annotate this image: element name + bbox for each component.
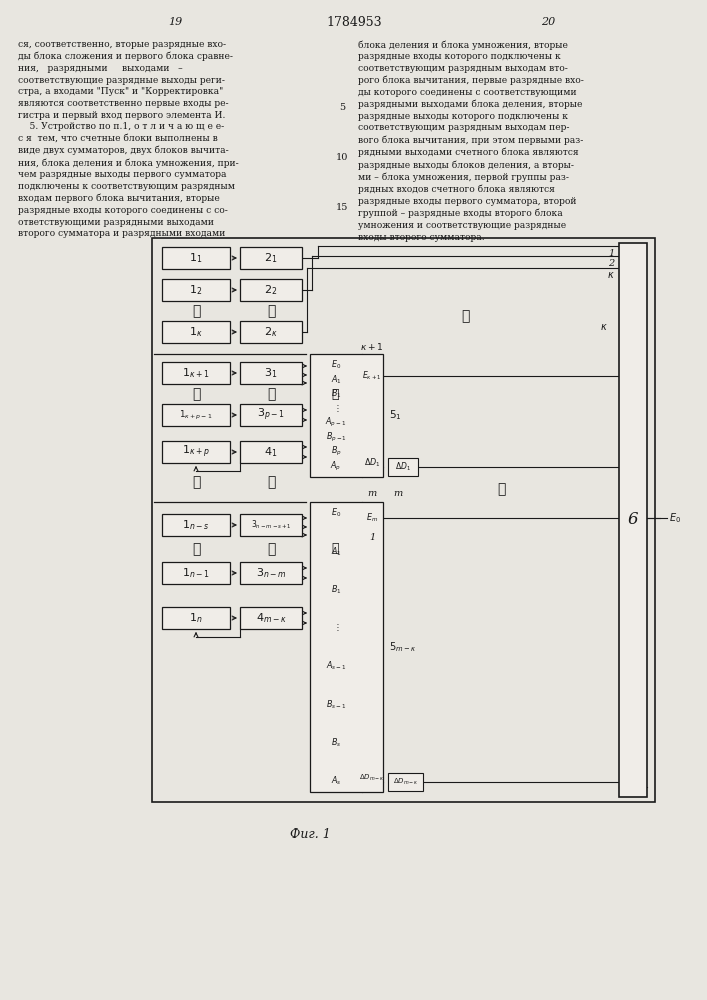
Text: 15: 15 bbox=[336, 204, 348, 213]
Text: $B_1$: $B_1$ bbox=[331, 388, 341, 400]
Text: $A_1$: $A_1$ bbox=[330, 373, 341, 386]
Text: $3_{n-m-s+1}$: $3_{n-m-s+1}$ bbox=[250, 519, 291, 531]
Text: 20: 20 bbox=[541, 17, 555, 27]
Text: $B_1$: $B_1$ bbox=[331, 583, 341, 596]
Text: ⋮: ⋮ bbox=[267, 387, 275, 401]
Text: $A_1$: $A_1$ bbox=[330, 545, 341, 558]
Text: $1_1$: $1_1$ bbox=[189, 251, 203, 265]
Text: $E_m$: $E_m$ bbox=[366, 512, 378, 524]
Text: $1_\kappa$: $1_\kappa$ bbox=[189, 325, 203, 339]
Text: $E_{\kappa+1}$: $E_{\kappa+1}$ bbox=[362, 370, 382, 382]
Text: Фиг. 1: Фиг. 1 bbox=[290, 828, 330, 842]
Bar bbox=[619, 243, 647, 797]
Text: m: m bbox=[393, 489, 402, 498]
Text: $1_2$: $1_2$ bbox=[189, 283, 203, 297]
Text: ⋮: ⋮ bbox=[192, 542, 200, 556]
Text: $2_\kappa$: $2_\kappa$ bbox=[264, 325, 278, 339]
Bar bbox=[240, 247, 302, 269]
Text: ⋮: ⋮ bbox=[267, 475, 275, 489]
Text: $A_s$: $A_s$ bbox=[331, 775, 341, 787]
Text: $1_{\kappa+p}$: $1_{\kappa+p}$ bbox=[182, 444, 210, 460]
Text: ⋮: ⋮ bbox=[192, 387, 200, 401]
Text: $B_s$: $B_s$ bbox=[331, 736, 341, 749]
Text: $5_{m-\kappa}$: $5_{m-\kappa}$ bbox=[389, 640, 416, 654]
Bar bbox=[240, 279, 302, 301]
Text: $E_0$: $E_0$ bbox=[669, 511, 681, 525]
Text: $A_p$: $A_p$ bbox=[330, 459, 341, 473]
Text: $\Delta D_{m-\kappa}$: $\Delta D_{m-\kappa}$ bbox=[392, 777, 419, 787]
Text: ⋮: ⋮ bbox=[192, 475, 200, 489]
Bar bbox=[388, 458, 418, 476]
Bar bbox=[162, 441, 230, 463]
Bar bbox=[388, 773, 423, 791]
Text: $E_0$: $E_0$ bbox=[331, 507, 341, 519]
Text: $4_1$: $4_1$ bbox=[264, 445, 278, 459]
Text: ся, соответственно, вторые разрядные вхо-
ды блока сложения и первого блока срав: ся, соответственно, вторые разрядные вхо… bbox=[18, 40, 239, 238]
Text: $5_1$: $5_1$ bbox=[389, 409, 402, 422]
Text: $B_p$: $B_p$ bbox=[331, 445, 341, 458]
Bar bbox=[240, 514, 302, 536]
Text: $E_0$: $E_0$ bbox=[331, 359, 341, 371]
Text: $1_{n-s}$: $1_{n-s}$ bbox=[182, 518, 210, 532]
Text: $\kappa$: $\kappa$ bbox=[607, 270, 615, 280]
Text: $1_{\kappa+p-1}$: $1_{\kappa+p-1}$ bbox=[180, 408, 213, 422]
Bar bbox=[240, 607, 302, 629]
Text: $A_{p-1}$: $A_{p-1}$ bbox=[325, 416, 346, 429]
Bar bbox=[240, 404, 302, 426]
Bar bbox=[162, 247, 230, 269]
Bar bbox=[240, 562, 302, 584]
Text: $\Delta D_1$: $\Delta D_1$ bbox=[395, 461, 411, 473]
Text: m: m bbox=[368, 489, 377, 498]
Text: 19: 19 bbox=[168, 17, 182, 27]
Text: $B_{p-1}$: $B_{p-1}$ bbox=[325, 431, 346, 444]
Text: ⋮: ⋮ bbox=[267, 304, 275, 318]
Text: $A_{s-1}$: $A_{s-1}$ bbox=[326, 660, 346, 672]
Text: $\vdots$: $\vdots$ bbox=[333, 622, 339, 633]
Bar bbox=[240, 362, 302, 384]
Text: 6: 6 bbox=[628, 512, 638, 528]
Text: $\kappa+1$: $\kappa+1$ bbox=[361, 340, 384, 352]
Bar bbox=[162, 562, 230, 584]
Bar bbox=[162, 514, 230, 536]
Text: 1: 1 bbox=[608, 248, 614, 257]
Bar bbox=[240, 441, 302, 463]
Bar bbox=[162, 279, 230, 301]
Text: $2_1$: $2_1$ bbox=[264, 251, 278, 265]
Text: $4_{m-\kappa}$: $4_{m-\kappa}$ bbox=[255, 611, 286, 625]
Text: $\kappa$: $\kappa$ bbox=[600, 322, 608, 332]
Text: 10: 10 bbox=[336, 153, 348, 162]
Bar bbox=[310, 354, 383, 477]
Bar bbox=[162, 404, 230, 426]
Text: блока деления и блока умножения, вторые
разрядные входы которого подключены к
со: блока деления и блока умножения, вторые … bbox=[358, 40, 584, 242]
Bar bbox=[162, 321, 230, 343]
Text: $1_n$: $1_n$ bbox=[189, 611, 203, 625]
Bar bbox=[162, 362, 230, 384]
Text: $\Delta D_1$: $\Delta D_1$ bbox=[363, 457, 380, 469]
Text: 5: 5 bbox=[339, 104, 345, 112]
Text: $\vdots$: $\vdots$ bbox=[333, 403, 339, 414]
Text: ⋮: ⋮ bbox=[192, 304, 200, 318]
Bar bbox=[310, 502, 383, 792]
Text: ⋮: ⋮ bbox=[267, 542, 275, 556]
Text: 1: 1 bbox=[369, 532, 375, 542]
Bar bbox=[162, 607, 230, 629]
Text: $2_2$: $2_2$ bbox=[264, 283, 278, 297]
Bar bbox=[152, 238, 655, 802]
Text: $\Delta D_{m-\kappa}$: $\Delta D_{m-\kappa}$ bbox=[359, 773, 385, 783]
Text: ⋮: ⋮ bbox=[332, 387, 339, 400]
Text: $B_{s-1}$: $B_{s-1}$ bbox=[326, 698, 346, 711]
Text: $3_{n-m}$: $3_{n-m}$ bbox=[256, 566, 286, 580]
Text: ⋮: ⋮ bbox=[332, 542, 339, 556]
Bar bbox=[240, 321, 302, 343]
Text: $1_{n-1}$: $1_{n-1}$ bbox=[182, 566, 210, 580]
Text: ⋮: ⋮ bbox=[461, 309, 469, 323]
Text: 1784953: 1784953 bbox=[326, 15, 382, 28]
Text: $3_{p-1}$: $3_{p-1}$ bbox=[257, 407, 285, 423]
Text: 2: 2 bbox=[608, 259, 614, 268]
Text: ⋮: ⋮ bbox=[497, 483, 506, 496]
Text: $1_{\kappa+1}$: $1_{\kappa+1}$ bbox=[182, 366, 210, 380]
Text: $3_1$: $3_1$ bbox=[264, 366, 278, 380]
